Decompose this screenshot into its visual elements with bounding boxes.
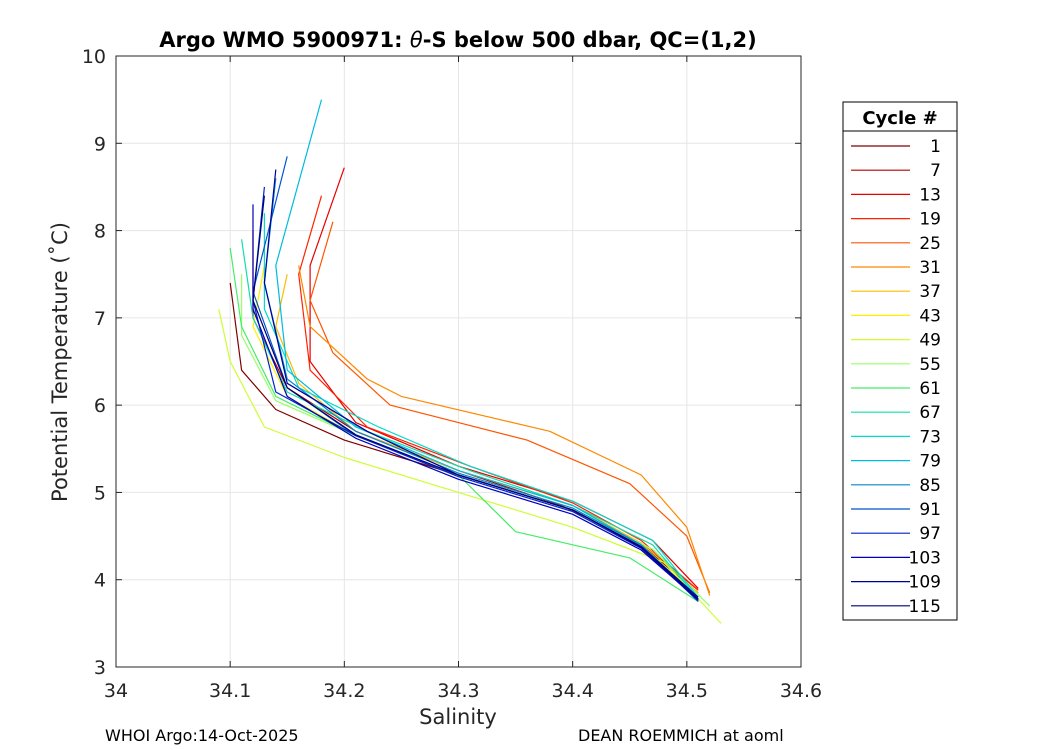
legend-label-7: 7 bbox=[930, 161, 941, 181]
x-tick-label: 34.1 bbox=[209, 680, 251, 702]
footer-right: DEAN ROEMMICH at aoml bbox=[578, 726, 784, 745]
legend-label-103: 103 bbox=[909, 548, 941, 568]
series-line-cycle-67 bbox=[241, 239, 699, 600]
legend-entries: 1 7 13 19 25 31 37 43 49 55 61 67 73 79 85 91 97 103 109 11… bbox=[851, 137, 941, 617]
x-tick-label: 34.5 bbox=[666, 680, 708, 702]
legend-label-67: 67 bbox=[919, 403, 941, 423]
series-line-cycle-31 bbox=[298, 265, 711, 596]
y-tick-label: 6 bbox=[94, 395, 106, 417]
series-lines bbox=[218, 99, 722, 624]
y-axis-label: Potential Temperature (˚C) bbox=[48, 222, 72, 502]
legend-label-115: 115 bbox=[909, 597, 941, 617]
footer-left: WHOI Argo:14-Oct-2025 bbox=[105, 726, 299, 745]
x-axis-label: Salinity bbox=[419, 705, 497, 729]
series-line-cycle-73 bbox=[263, 213, 699, 598]
y-tick-label: 5 bbox=[94, 482, 106, 504]
series-line-cycle-115 bbox=[252, 195, 699, 600]
y-tick-label: 7 bbox=[94, 308, 106, 330]
x-tick-label: 34.4 bbox=[552, 680, 594, 702]
legend-label-79: 79 bbox=[919, 452, 941, 472]
legend-label-97: 97 bbox=[919, 524, 941, 544]
y-tick-label: 10 bbox=[82, 46, 106, 68]
legend-label-85: 85 bbox=[919, 476, 941, 496]
legend-label-55: 55 bbox=[919, 355, 941, 375]
legend-label-91: 91 bbox=[919, 500, 941, 520]
legend-title: Cycle # bbox=[862, 108, 937, 129]
y-tick-label: 9 bbox=[94, 133, 106, 155]
legend-label-43: 43 bbox=[919, 306, 941, 326]
legend-label-49: 49 bbox=[919, 331, 941, 351]
legend-label-37: 37 bbox=[919, 282, 941, 302]
legend-label-1: 1 bbox=[930, 137, 941, 157]
legend-label-19: 19 bbox=[919, 210, 941, 230]
legend-label-25: 25 bbox=[919, 234, 941, 254]
series-line-cycle-97 bbox=[252, 186, 699, 602]
series-line-cycle-103 bbox=[252, 204, 699, 601]
series-line-cycle-109 bbox=[263, 169, 699, 598]
y-tick-label: 3 bbox=[94, 657, 106, 679]
y-tick-label: 4 bbox=[94, 570, 106, 592]
legend: Cycle # 1 7 13 19 25 31 37 43 49 55 61 67 73 79 85 91 97… bbox=[842, 101, 958, 621]
x-tick-label: 34.3 bbox=[437, 680, 479, 702]
series-line-cycle-25 bbox=[309, 221, 711, 594]
legend-label-61: 61 bbox=[919, 379, 941, 399]
legend-label-73: 73 bbox=[919, 427, 941, 447]
x-tick-label: 34 bbox=[104, 680, 128, 702]
y-tick-label: 8 bbox=[94, 221, 106, 243]
x-tick-label: 34.6 bbox=[780, 680, 822, 702]
legend-label-13: 13 bbox=[919, 185, 941, 205]
x-tick-label: 34.2 bbox=[323, 680, 365, 702]
chart-title: Argo WMO 5900971: θ-S below 500 dbar, QC… bbox=[159, 28, 756, 52]
legend-label-109: 109 bbox=[909, 573, 941, 593]
legend-label-31: 31 bbox=[919, 258, 941, 278]
